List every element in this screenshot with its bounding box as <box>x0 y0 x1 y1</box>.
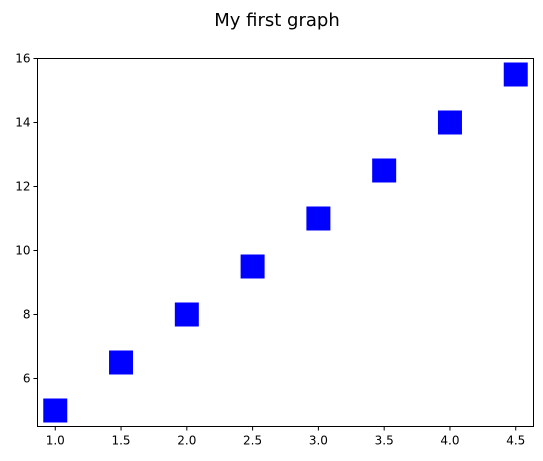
x-tick-label: 2.5 <box>243 434 262 448</box>
y-tick-label: 10 <box>15 244 30 258</box>
data-point <box>372 158 397 183</box>
x-tick-label: 1.5 <box>111 434 130 448</box>
x-tick-label: 4.0 <box>440 434 459 448</box>
x-tick-label: 4.5 <box>506 434 525 448</box>
y-tick-label: 6 <box>23 372 31 386</box>
y-tick-label: 12 <box>15 180 30 194</box>
data-point <box>109 350 134 375</box>
x-tick-label: 3.0 <box>309 434 328 448</box>
data-point <box>174 302 199 327</box>
data-point <box>437 110 462 135</box>
x-tick-label: 2.0 <box>177 434 196 448</box>
plot-area: 1.0 1.5 2.0 2.5 3.0 3.5 4.0 4.5 6 8 10 12 14 16 <box>15 52 534 448</box>
data-point <box>240 254 265 279</box>
y-tick-label: 16 <box>15 52 30 66</box>
y-tick-label: 8 <box>23 308 31 322</box>
data-point <box>503 62 528 87</box>
data-point <box>43 398 68 423</box>
data-point <box>306 206 331 231</box>
y-tick-label: 14 <box>15 116 30 130</box>
chart-title: My first graph <box>214 10 340 31</box>
x-tick-label: 1.0 <box>46 434 65 448</box>
axes-frame <box>37 58 534 427</box>
x-tick-label: 3.5 <box>375 434 394 448</box>
